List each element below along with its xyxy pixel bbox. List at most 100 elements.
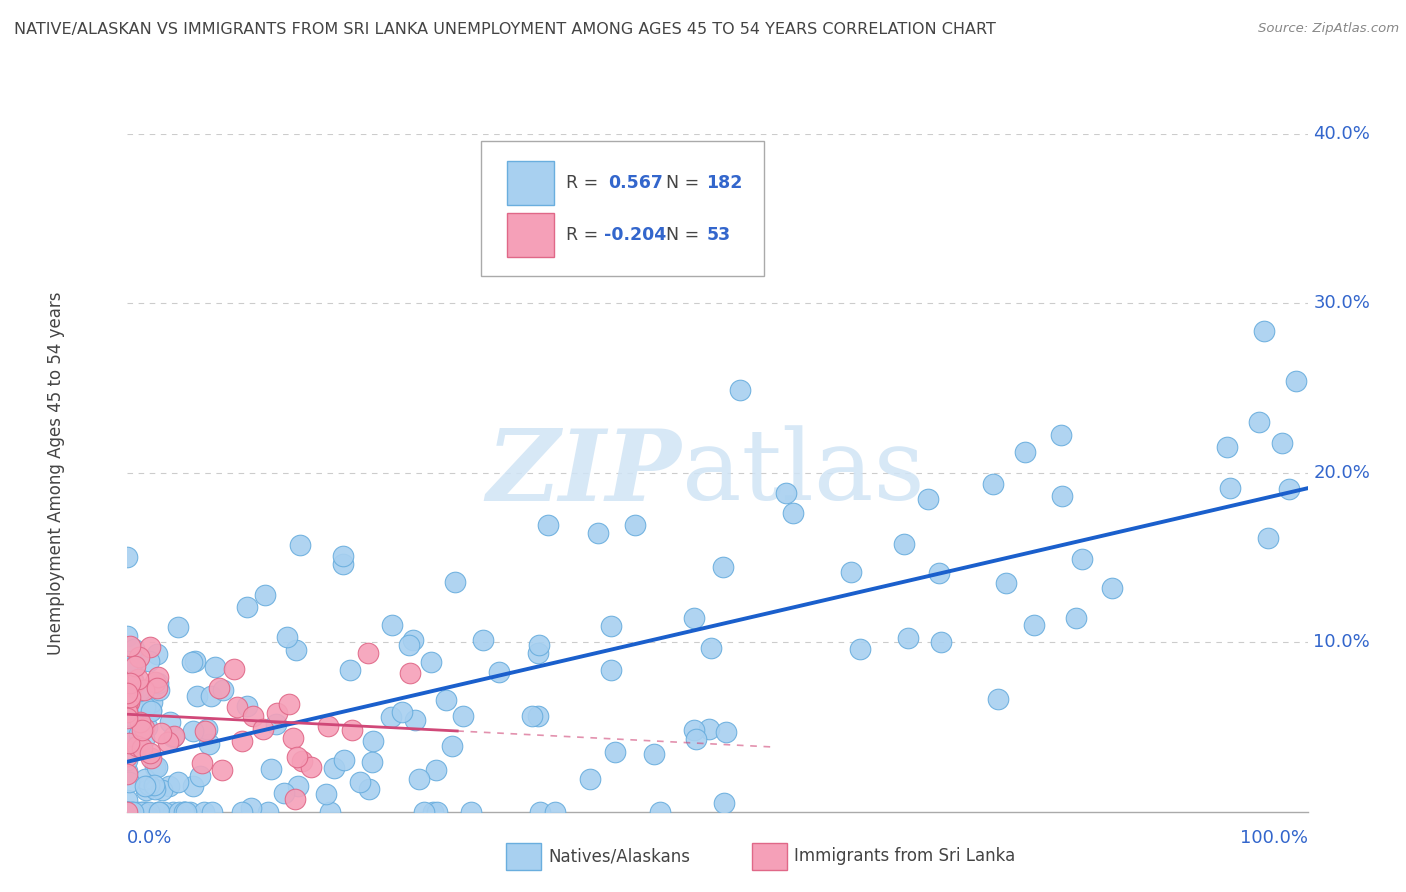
Point xyxy=(131,723,153,737)
Point xyxy=(115,698,138,713)
Point xyxy=(142,778,165,792)
Point xyxy=(252,723,274,737)
Point xyxy=(127,805,149,819)
Point xyxy=(339,663,361,677)
Point xyxy=(115,805,138,819)
Point xyxy=(115,686,138,700)
Point xyxy=(117,805,139,819)
Point xyxy=(143,675,166,690)
Point xyxy=(257,805,280,819)
Point xyxy=(122,673,145,688)
Point xyxy=(284,643,307,657)
Point xyxy=(167,805,190,819)
Point xyxy=(928,566,950,580)
Point xyxy=(157,735,180,749)
Text: atlas: atlas xyxy=(682,425,924,521)
Point xyxy=(332,557,354,571)
Point xyxy=(201,805,224,819)
Point xyxy=(893,536,915,550)
Point xyxy=(193,805,215,819)
Point xyxy=(700,640,723,655)
Point xyxy=(520,709,543,723)
Point xyxy=(1071,552,1094,566)
Point xyxy=(138,747,160,761)
Point xyxy=(138,778,160,792)
Point xyxy=(322,761,344,775)
Point xyxy=(226,699,249,714)
Text: 0.0%: 0.0% xyxy=(127,829,172,847)
Point xyxy=(224,661,246,675)
Point xyxy=(173,805,195,819)
Point xyxy=(527,646,550,660)
Point xyxy=(139,704,162,718)
Point xyxy=(288,538,311,552)
Text: 53: 53 xyxy=(706,227,731,244)
Point xyxy=(472,633,495,648)
Point xyxy=(839,565,862,579)
Point xyxy=(380,618,402,632)
Text: Immigrants from Sri Lanka: Immigrants from Sri Lanka xyxy=(794,847,1015,865)
Point xyxy=(285,750,308,764)
Point xyxy=(1101,581,1123,595)
Point xyxy=(981,477,1004,491)
Point xyxy=(361,734,384,748)
Point xyxy=(349,775,371,789)
Point xyxy=(146,670,169,684)
Point xyxy=(118,675,141,690)
Point xyxy=(775,486,797,500)
Point xyxy=(117,729,139,743)
Point xyxy=(120,714,142,728)
Point xyxy=(291,754,314,768)
Point xyxy=(600,663,623,677)
Point xyxy=(149,726,172,740)
Point xyxy=(146,675,169,690)
Point xyxy=(426,805,449,819)
Point xyxy=(135,782,157,797)
Point xyxy=(115,724,138,739)
Point xyxy=(682,611,704,625)
FancyBboxPatch shape xyxy=(481,141,765,277)
Point xyxy=(208,681,231,695)
Point xyxy=(273,786,295,800)
Point xyxy=(600,618,623,632)
Point xyxy=(236,699,259,714)
Point xyxy=(131,740,153,755)
Point xyxy=(148,683,170,698)
Point xyxy=(143,760,166,774)
Point xyxy=(162,805,184,819)
Point xyxy=(434,693,457,707)
Point xyxy=(544,805,567,819)
Point xyxy=(131,805,153,819)
Point xyxy=(115,661,138,675)
Point xyxy=(318,719,340,733)
Point xyxy=(120,721,142,735)
Point xyxy=(200,689,222,703)
Point xyxy=(115,685,138,699)
Point xyxy=(697,722,720,736)
Text: R =: R = xyxy=(565,227,598,244)
Point xyxy=(643,747,665,761)
Point xyxy=(148,805,170,819)
Text: 10.0%: 10.0% xyxy=(1313,633,1371,651)
Point xyxy=(204,659,226,673)
Point xyxy=(115,805,138,819)
Point xyxy=(128,742,150,756)
Point xyxy=(166,620,188,634)
Point xyxy=(260,762,283,776)
FancyBboxPatch shape xyxy=(506,213,554,257)
Text: 20.0%: 20.0% xyxy=(1313,464,1371,482)
Point xyxy=(118,694,141,708)
Point xyxy=(115,753,138,767)
Point xyxy=(332,549,354,564)
Point xyxy=(333,753,356,767)
Point xyxy=(281,731,304,745)
Point xyxy=(1050,489,1073,503)
Point xyxy=(526,708,548,723)
Point xyxy=(118,774,141,789)
Point xyxy=(132,732,155,747)
Point xyxy=(186,690,208,704)
Point xyxy=(212,682,235,697)
Point xyxy=(451,709,474,723)
Text: R =: R = xyxy=(565,174,598,193)
Point xyxy=(173,805,195,819)
